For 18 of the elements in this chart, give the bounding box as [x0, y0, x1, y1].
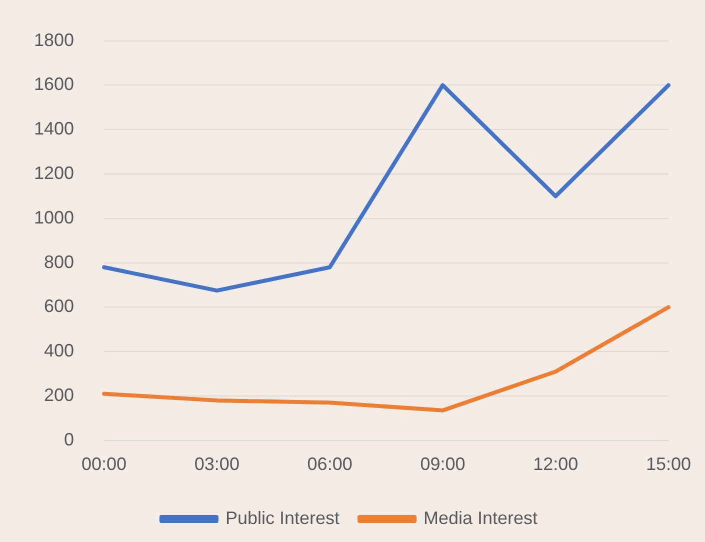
y-tick-label: 1000: [34, 207, 74, 228]
y-tick-label: 1800: [34, 30, 74, 50]
y-tick-label: 600: [44, 296, 74, 316]
x-tick-label: 03:00: [194, 454, 240, 474]
x-tick-label: 06:00: [307, 454, 352, 474]
y-tick-label: 400: [44, 340, 74, 361]
y-tick-label: 1400: [34, 118, 74, 139]
y-tick-label: 800: [44, 252, 74, 272]
x-tick-label: 00:00: [82, 454, 127, 474]
x-tick-label: 09:00: [420, 454, 466, 474]
y-tick-label: 1200: [34, 162, 74, 183]
x-tick-label: 15:00: [646, 454, 691, 474]
legend-label: Media Interest: [424, 508, 538, 528]
y-tick-label: 1600: [34, 74, 74, 94]
y-tick-label: 200: [44, 384, 74, 405]
y-tick-label: 0: [64, 429, 74, 450]
x-tick-label: 12:00: [533, 454, 578, 474]
legend-label: Public Interest: [225, 508, 340, 528]
